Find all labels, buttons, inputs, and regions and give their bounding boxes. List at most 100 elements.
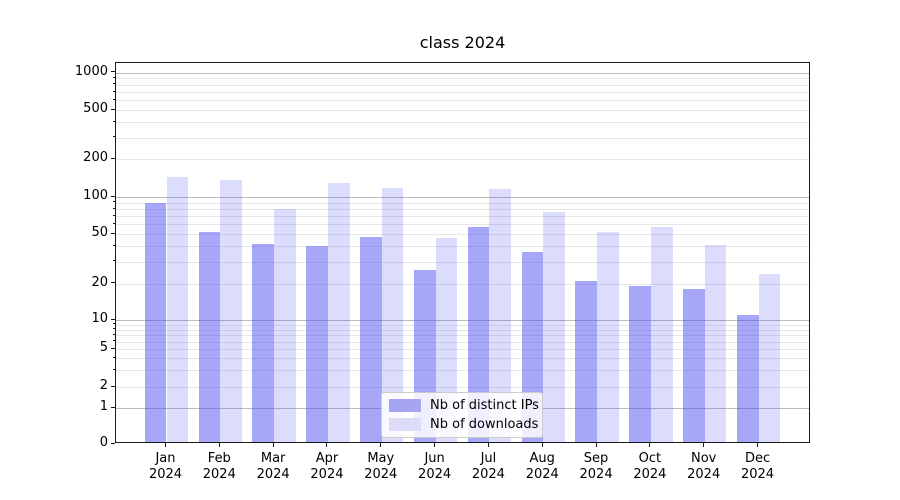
gridline-minor — [116, 329, 809, 331]
bar-downloads — [274, 209, 296, 442]
y-minor-tick-mark — [112, 83, 115, 85]
y-minor-tick-mark — [112, 98, 115, 100]
gridline-minor — [116, 341, 809, 343]
x-tick-label: Mar 2024 — [256, 451, 290, 482]
x-tick-mark — [326, 443, 328, 447]
x-tick-label: Dec 2024 — [740, 451, 775, 482]
bar-downloads — [543, 212, 565, 442]
bar-downloads — [327, 182, 350, 442]
y-tick-label: 1000 — [74, 63, 108, 79]
y-tick-mark — [111, 195, 115, 197]
x-tick-label: Nov 2024 — [687, 451, 721, 482]
x-tick-label: Sep 2024 — [579, 451, 613, 482]
gridline-minor — [116, 216, 809, 218]
gridline-minor — [116, 137, 809, 139]
bar-downloads — [704, 244, 727, 442]
gridline-minor — [116, 234, 809, 236]
y-tick-label: 1 — [99, 399, 108, 415]
bar-distinct-ips — [683, 289, 705, 442]
legend: Nb of distinct IPs Nb of downloads — [381, 392, 543, 438]
y-minor-tick-mark — [112, 232, 115, 234]
gridline-minor — [116, 246, 809, 248]
y-tick-label: 2 — [99, 378, 108, 393]
legend-item-distinct-ips: Nb of distinct IPs — [389, 398, 542, 413]
y-minor-tick-mark — [112, 201, 115, 203]
y-minor-tick-mark — [112, 244, 115, 246]
y-minor-tick-mark — [112, 90, 115, 92]
gridline-minor — [116, 358, 809, 360]
y-tick-label: 500 — [83, 101, 108, 117]
bar-downloads — [489, 188, 512, 442]
y-minor-tick-mark — [112, 333, 115, 335]
x-tick-mark — [165, 443, 166, 447]
gridline-major — [116, 197, 809, 198]
x-tick-label: Jun 2024 — [418, 451, 452, 482]
bar-downloads — [166, 176, 189, 442]
y-tick-mark — [111, 71, 115, 73]
bar-downloads — [435, 237, 458, 442]
gridline-minor — [116, 283, 809, 285]
bar-distinct-ips — [252, 243, 275, 442]
gridline-minor — [116, 78, 809, 80]
legend-label-distinct-ips: Nb of distinct IPs — [430, 398, 539, 414]
y-tick-label: 0 — [99, 435, 108, 450]
y-minor-tick-mark — [112, 76, 115, 78]
legend-item-downloads: Nb of downloads — [389, 417, 542, 432]
y-tick-label: 20 — [91, 274, 108, 290]
bar-distinct-ips — [144, 202, 167, 442]
y-minor-tick-mark — [112, 347, 115, 349]
bar-distinct-ips — [736, 315, 759, 442]
gridline-minor — [116, 84, 809, 86]
y-tick-mark — [111, 442, 115, 444]
gridline-minor — [116, 261, 809, 263]
x-tick-mark — [487, 443, 489, 447]
gridline-minor — [116, 92, 809, 94]
bar-distinct-ips — [360, 236, 382, 442]
bar-downloads — [597, 232, 619, 442]
gridline-minor — [116, 202, 809, 204]
gridline-major — [116, 320, 809, 322]
legend-swatch-distinct-ips — [389, 399, 421, 413]
bar-distinct-ips — [629, 286, 651, 442]
x-tick-mark — [218, 443, 220, 447]
bar-distinct-ips — [306, 246, 328, 442]
x-tick-mark — [380, 443, 382, 447]
x-tick-label: May 2024 — [364, 451, 398, 482]
bar-downloads — [650, 227, 673, 442]
y-minor-tick-mark — [112, 260, 115, 262]
x-tick-mark — [595, 443, 597, 447]
y-tick-label: 50 — [91, 225, 108, 241]
y-tick-label: 200 — [83, 150, 108, 166]
gridline-minor — [116, 370, 809, 372]
gridline-minor — [116, 110, 809, 112]
bar-downloads — [381, 188, 404, 442]
gridline-minor — [116, 335, 809, 337]
y-minor-tick-mark — [112, 328, 115, 330]
x-tick-mark — [541, 443, 543, 447]
x-tick-label: Jan 2024 — [148, 451, 183, 482]
bar-distinct-ips — [575, 281, 598, 442]
y-minor-tick-mark — [112, 356, 115, 358]
gridline-minor — [116, 324, 809, 326]
gridline-minor — [116, 224, 809, 226]
y-minor-tick-mark — [112, 222, 115, 224]
plot-area — [115, 62, 810, 443]
y-tick-label: 5 — [99, 340, 108, 356]
x-tick-mark — [272, 443, 274, 447]
gridline-minor — [116, 159, 809, 161]
x-tick-label: Aug 2024 — [525, 451, 559, 482]
gridline-major — [116, 72, 809, 74]
y-tick-mark — [111, 406, 115, 408]
x-tick-label: Apr 2024 — [310, 451, 344, 482]
legend-label-downloads: Nb of downloads — [430, 416, 539, 432]
legend-swatch-downloads — [389, 417, 421, 431]
x-tick-mark — [757, 443, 759, 447]
gridline-minor — [116, 349, 809, 351]
y-minor-tick-mark — [112, 120, 115, 122]
y-minor-tick-mark — [112, 340, 115, 342]
x-tick-mark — [649, 443, 651, 447]
x-tick-label: Oct 2024 — [633, 451, 667, 482]
chart-title: class 2024 — [419, 33, 506, 52]
y-tick-mark — [111, 318, 115, 320]
